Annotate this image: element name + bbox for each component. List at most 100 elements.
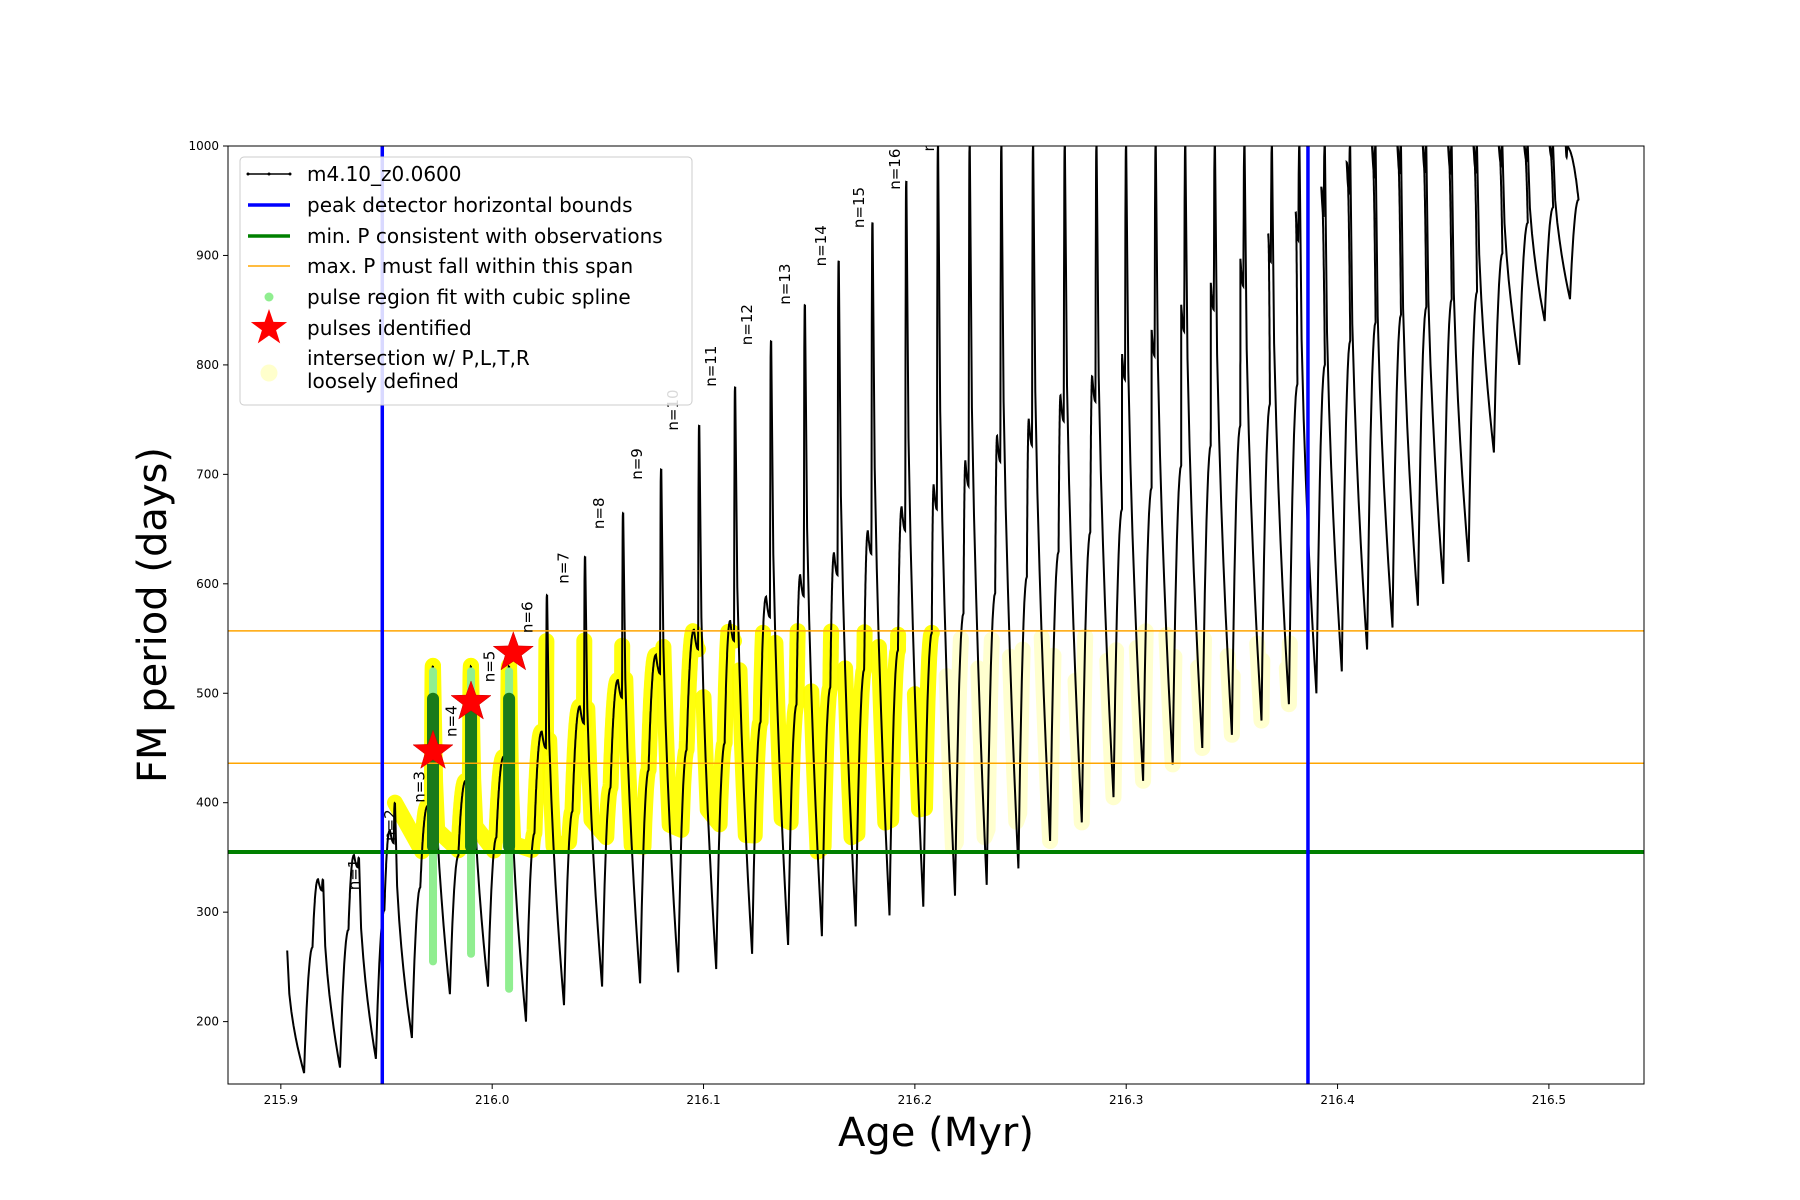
pulse-number-label: n=14 xyxy=(812,225,830,266)
y-tick-label: 1000 xyxy=(188,139,219,153)
x-axis-title: Age (Myr) xyxy=(838,1110,1034,1156)
track-segment xyxy=(286,878,324,1074)
track-segment xyxy=(837,221,874,927)
legend-swatch-intersection xyxy=(260,364,278,382)
track-segment xyxy=(622,468,663,984)
legend-item-pulses: pulses identified xyxy=(250,309,472,344)
track-segment xyxy=(1214,146,1246,735)
track-segment xyxy=(871,180,908,916)
legend-swatch-dot-mid xyxy=(267,172,271,176)
legend-label-intersection: intersection w/ P,L,T,R xyxy=(307,346,530,370)
legend-swatch-dot-start xyxy=(246,172,250,176)
pulse-number-label: n=16 xyxy=(886,149,904,190)
track-segment xyxy=(1184,146,1216,749)
track-segment xyxy=(937,146,971,896)
pulse-number-label: n=17 xyxy=(920,110,938,151)
pulse-number-label: n=5 xyxy=(480,651,498,683)
track-segment xyxy=(1032,146,1066,842)
track-segment xyxy=(508,593,548,1022)
pulse-number-label: n=11 xyxy=(702,346,720,387)
y-tick-label: 200 xyxy=(196,1015,219,1029)
track-segment xyxy=(1552,146,1580,300)
x-tick-label: 216.0 xyxy=(475,1093,509,1107)
pulse-star-icon xyxy=(492,631,535,671)
track-segment xyxy=(1450,146,1478,562)
track-series xyxy=(286,146,1580,1074)
legend-label-min-p: min. P consistent with observations xyxy=(307,224,663,248)
plot-content: n=1n=2n=3n=4n=5n=6n=7n=8n=9n=10n=11n=12n… xyxy=(228,110,1644,1084)
pulse-number-label: n=8 xyxy=(590,497,608,529)
pulse-number-label: n=6 xyxy=(518,601,536,633)
legend-label-max-p: max. P must fall within this span xyxy=(307,254,633,278)
legend-item-intersection: intersection w/ P,L,T,R loosely defined xyxy=(260,346,530,393)
legend-label-loosely: loosely defined xyxy=(307,369,459,393)
pulse-star-icon xyxy=(450,680,492,720)
track-segment xyxy=(968,146,1003,885)
pulse-number-label: n=7 xyxy=(554,552,572,584)
pulse-number-label: n=9 xyxy=(628,448,646,480)
x-axis-ticks: 215.9 216.0 216.1 216.2 216.3 216.4 216.5 xyxy=(264,1084,1566,1107)
pulse-number-label: n=1 xyxy=(345,859,363,891)
track-segment xyxy=(1476,146,1504,453)
track-segment xyxy=(1154,146,1187,765)
legend: m4.10_z0.0600 peak detector horizontal b… xyxy=(239,156,693,406)
y-axis-title: FM period (days) xyxy=(130,447,176,783)
track-segment xyxy=(322,853,360,1068)
y-tick-label: 400 xyxy=(196,796,219,810)
x-tick-label: 216.2 xyxy=(898,1093,932,1107)
pulse-number-label: n=12 xyxy=(738,304,756,345)
y-tick-label: 600 xyxy=(196,577,219,591)
pulse-number-label: n=13 xyxy=(776,264,794,305)
legend-item-max-p: max. P must fall within this span xyxy=(248,254,633,278)
track-segment xyxy=(1243,146,1273,721)
track-segment xyxy=(1125,146,1157,781)
pulse-number-label: n=15 xyxy=(850,187,868,228)
legend-label-pulses: pulses identified xyxy=(307,316,472,340)
track-segment xyxy=(1400,146,1428,606)
track-segment xyxy=(1095,146,1128,798)
pulse-number-label: n=4 xyxy=(442,705,460,737)
track-segment xyxy=(1374,146,1403,628)
track-segment xyxy=(1526,146,1555,322)
identified-pulse-regions xyxy=(427,692,516,853)
track-segment xyxy=(698,386,737,970)
y-tick-label: 300 xyxy=(196,905,219,919)
legend-item-bounds: peak detector horizontal bounds xyxy=(248,193,633,217)
track-segment xyxy=(1063,146,1098,823)
pulse-markers xyxy=(412,631,535,769)
y-axis-ticks: 200 300 400 500 600 700 800 900 1000 xyxy=(188,139,228,1029)
horizontal-reference-lines xyxy=(228,630,1644,854)
track-segment xyxy=(905,146,939,907)
track-segment xyxy=(1271,146,1301,705)
track-segment xyxy=(804,260,840,937)
legend-label-spline: pulse region fit with cubic spline xyxy=(307,285,631,309)
plot-frame xyxy=(227,145,1645,1085)
track-segment xyxy=(1349,146,1377,650)
track-segment xyxy=(1000,146,1035,869)
legend-item-spline: pulse region fit with cubic spline xyxy=(264,285,631,309)
legend-item-min-p: min. P consistent with observations xyxy=(248,224,663,248)
track-segment xyxy=(770,303,806,946)
y-tick-label: 500 xyxy=(196,686,219,700)
y-tick-label: 800 xyxy=(196,358,219,372)
y-tick-label: 700 xyxy=(196,467,219,481)
x-tick-label: 216.1 xyxy=(686,1093,720,1107)
pulse-labels: n=1n=2n=3n=4n=5n=6n=7n=8n=9n=10n=11n=12n… xyxy=(345,110,938,891)
legend-label-track: m4.10_z0.0600 xyxy=(307,162,462,186)
track-segment xyxy=(1425,146,1453,584)
pulse-star-icon xyxy=(412,729,454,769)
legend-swatch-star-icon xyxy=(250,309,288,344)
track-segment xyxy=(660,424,701,973)
pulse-number-label: n=2 xyxy=(381,809,399,841)
legend-label-bounds: peak detector horizontal bounds xyxy=(307,193,633,217)
legend-box xyxy=(239,156,693,406)
track-segment xyxy=(1323,146,1352,672)
x-tick-label: 216.5 xyxy=(1532,1093,1566,1107)
track-segment xyxy=(1298,146,1326,694)
track-segment xyxy=(546,555,586,1006)
track-segment xyxy=(584,511,625,987)
y-tick-label: 900 xyxy=(196,248,219,262)
legend-item-track: m4.10_z0.0600 xyxy=(246,162,462,186)
track-segment xyxy=(734,339,772,954)
